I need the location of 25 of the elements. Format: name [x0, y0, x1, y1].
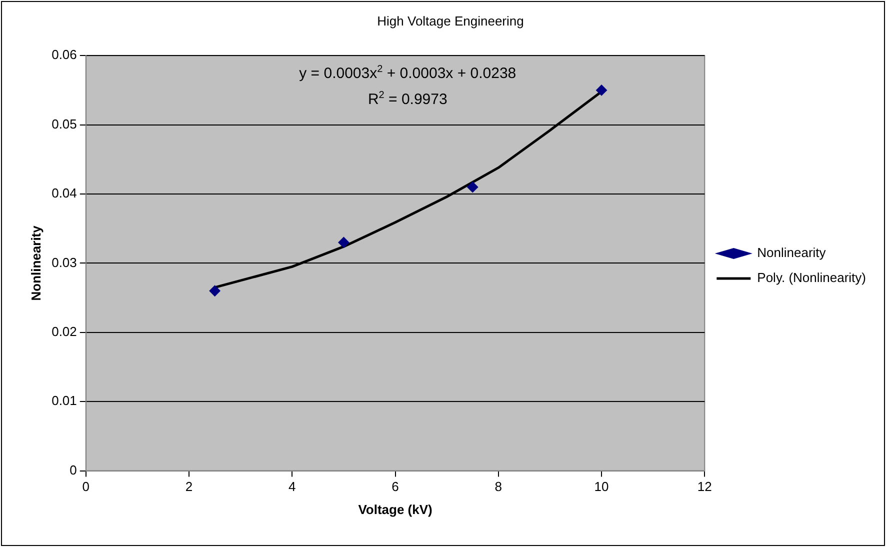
- x-tick-label: 4: [288, 479, 296, 494]
- chart-title: High Voltage Engineering: [377, 13, 524, 28]
- y-tick-label: 0.04: [52, 186, 77, 201]
- point: [596, 84, 608, 96]
- y-tick-label: 0: [70, 462, 77, 478]
- y-axis-title: Nonlinearity: [28, 224, 44, 301]
- annotation: R$^{2}$ = 0.9973: [368, 90, 448, 108]
- x-tick-label: 0: [82, 479, 90, 494]
- legend-label: Nonlinearity: [757, 245, 826, 260]
- point: [467, 182, 478, 193]
- x-tick-label: 12: [697, 479, 712, 494]
- annotation: y = 0.0003x$^{2}$ + 0.0003x + 0.0238: [299, 64, 516, 82]
- x-axis-title: Voltage (kV): [358, 502, 432, 517]
- x-tick-label: 10: [594, 479, 609, 494]
- y-tick-label: 0.01: [52, 393, 77, 408]
- legend-label: Poly. (Nonlinearity): [757, 270, 866, 286]
- y-tick-label: 0.06: [52, 47, 77, 62]
- y-tick-label: 0.03: [52, 254, 77, 270]
- x-tick-label: 8: [494, 479, 502, 494]
- point: [209, 285, 220, 296]
- y-tick-label: 0.05: [52, 116, 77, 132]
- x-tick-label: 2: [185, 479, 193, 494]
- point: [338, 236, 350, 248]
- x-tick-label: 6: [392, 479, 399, 494]
- y-tick-label: 0.02: [52, 324, 77, 339]
